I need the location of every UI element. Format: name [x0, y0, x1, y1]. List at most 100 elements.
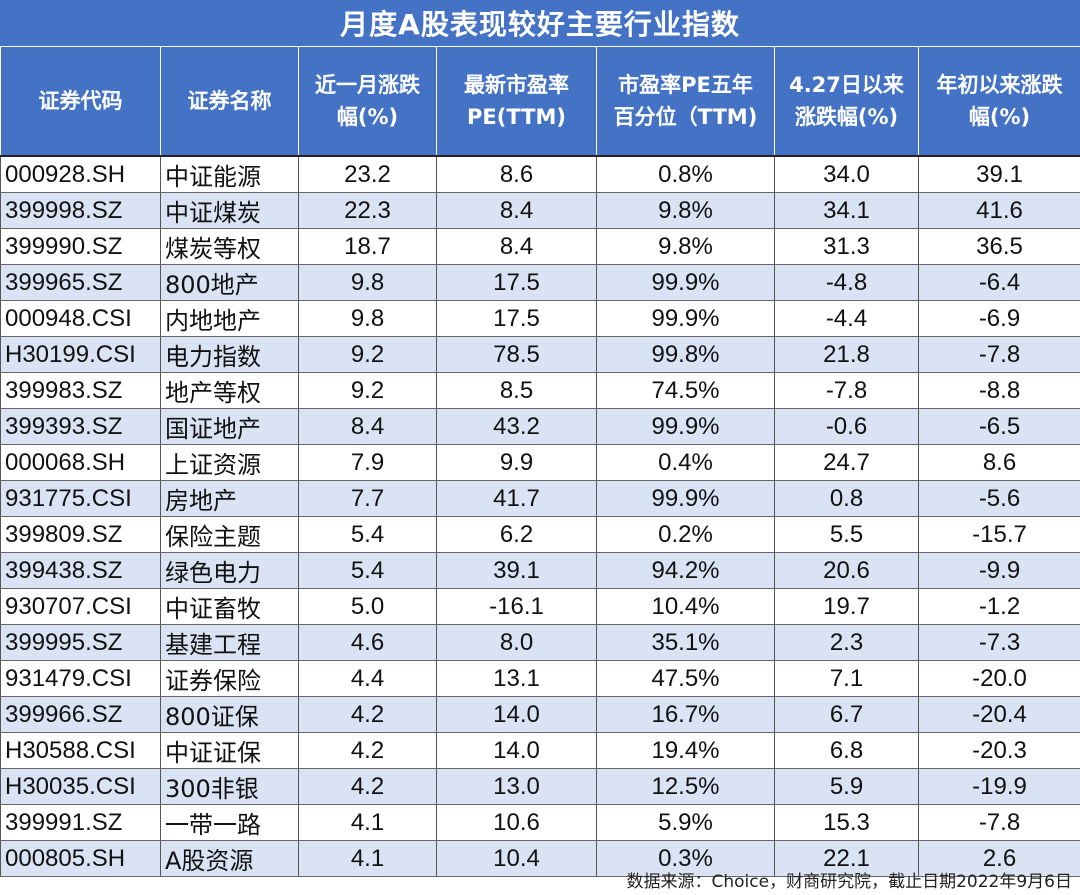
cell-code: 931775.CSI	[0, 480, 161, 517]
header-line: 4.27日以来	[789, 73, 904, 97]
cell-name: 内地地产	[160, 300, 299, 337]
cell-since-427: 22.1	[774, 840, 919, 877]
cell-pe-percentile: 10.4%	[596, 588, 775, 625]
cell-ytd: -6.5	[918, 408, 1080, 445]
cell-month-change: 23.2	[298, 156, 437, 193]
cell-pe: -16.1	[436, 588, 597, 625]
cell-pe: 8.5	[436, 372, 597, 409]
cell-pe-percentile: 19.4%	[596, 732, 775, 769]
cell-name: 上证资源	[160, 444, 299, 481]
cell-since-427: 15.3	[774, 804, 919, 841]
table-row: 930707.CSI 中证畜牧 5.0 -16.1 10.4% 19.7 -1.2	[0, 588, 1080, 625]
cell-code: 399966.SZ	[0, 696, 161, 733]
table-row: 399995.SZ 基建工程 4.6 8.0 35.1% 2.3 -7.3	[0, 624, 1080, 661]
cell-ytd: -9.9	[918, 552, 1080, 589]
cell-pe: 8.0	[436, 624, 597, 661]
cell-code: 399438.SZ	[0, 552, 161, 589]
cell-ytd: -6.9	[918, 300, 1080, 337]
table-row: 931775.CSI 房地产 7.7 41.7 99.9% 0.8 -5.6	[0, 480, 1080, 517]
cell-name: 证券保险	[160, 660, 299, 697]
cell-since-427: 21.8	[774, 336, 919, 373]
cell-pe-percentile: 94.2%	[596, 552, 775, 589]
cell-pe: 10.4	[436, 840, 597, 877]
table-row: 399991.SZ 一带一路 4.1 10.6 5.9% 15.3 -7.8	[0, 804, 1080, 841]
cell-pe-percentile: 16.7%	[596, 696, 775, 733]
cell-code: 399990.SZ	[0, 228, 161, 265]
cell-month-change: 18.7	[298, 228, 437, 265]
cell-month-change: 9.2	[298, 336, 437, 373]
cell-since-427: 6.8	[774, 732, 919, 769]
cell-name: 中证证保	[160, 732, 299, 769]
cell-pe-percentile: 47.5%	[596, 660, 775, 697]
table-row: 399809.SZ 保险主题 5.4 6.2 0.2% 5.5 -15.7	[0, 516, 1080, 553]
header-line: 市盈率PE五年	[618, 73, 753, 97]
table-row: H30588.CSI 中证证保 4.2 14.0 19.4% 6.8 -20.3	[0, 732, 1080, 769]
cell-ytd: -19.9	[918, 768, 1080, 805]
cell-name: 电力指数	[160, 336, 299, 373]
cell-ytd: -1.2	[918, 588, 1080, 625]
cell-ytd: 8.6	[918, 444, 1080, 481]
cell-since-427: -4.4	[774, 300, 919, 337]
header-line: 幅(%)	[968, 105, 1031, 129]
header-line: 百分位（TTM)	[613, 105, 758, 129]
cell-code: 000928.SH	[0, 156, 161, 193]
cell-code: 000805.SH	[0, 840, 161, 877]
cell-ytd: -15.7	[918, 516, 1080, 553]
header-line: 证券名称	[187, 89, 272, 113]
header-row: 证券代码 证券名称 近一月涨跌 幅(%) 最新市盈率 PE(TTM) 市盈率PE五年 百分位（…	[0, 47, 1080, 157]
cell-code: 399995.SZ	[0, 624, 161, 661]
cell-pe: 8.6	[436, 156, 597, 193]
table-row: H30035.CSI 300非银 4.2 13.0 12.5% 5.9 -19.9	[0, 768, 1080, 805]
cell-pe: 43.2	[436, 408, 597, 445]
cell-code: H30035.CSI	[0, 768, 161, 805]
cell-month-change: 5.4	[298, 552, 437, 589]
cell-name: 绿色电力	[160, 552, 299, 589]
cell-pe: 13.1	[436, 660, 597, 697]
cell-pe: 41.7	[436, 480, 597, 517]
cell-month-change: 4.1	[298, 840, 437, 877]
cell-code: 399393.SZ	[0, 408, 161, 445]
cell-ytd: -7.8	[918, 804, 1080, 841]
cell-name: 800地产	[160, 264, 299, 301]
header-line: 涨跌幅(%)	[794, 105, 899, 129]
cell-ytd: -6.4	[918, 264, 1080, 301]
cell-name: 房地产	[160, 480, 299, 517]
cell-since-427: 19.7	[774, 588, 919, 625]
cell-since-427: 6.7	[774, 696, 919, 733]
cell-month-change: 4.6	[298, 624, 437, 661]
cell-pe: 17.5	[436, 264, 597, 301]
table-row: 399438.SZ 绿色电力 5.4 39.1 94.2% 20.6 -9.9	[0, 552, 1080, 589]
cell-pe: 9.9	[436, 444, 597, 481]
cell-name: 地产等权	[160, 372, 299, 409]
table-row: 931479.CSI 证券保险 4.4 13.1 47.5% 7.1 -20.0	[0, 660, 1080, 697]
cell-pe-percentile: 74.5%	[596, 372, 775, 409]
cell-ytd: -20.4	[918, 696, 1080, 733]
table-title: 月度A股表现较好主要行业指数	[0, 0, 1080, 47]
cell-ytd: 36.5	[918, 228, 1080, 265]
header-pe: 最新市盈率 PE(TTM)	[436, 47, 597, 157]
table-row: 399966.SZ 800证保 4.2 14.0 16.7% 6.7 -20.4	[0, 696, 1080, 733]
table-row: 399965.SZ 800地产 9.8 17.5 99.9% -4.8 -6.4	[0, 264, 1080, 301]
cell-pe: 6.2	[436, 516, 597, 553]
cell-code: 399965.SZ	[0, 264, 161, 301]
cell-pe-percentile: 0.2%	[596, 516, 775, 553]
cell-month-change: 4.1	[298, 804, 437, 841]
cell-month-change: 22.3	[298, 192, 437, 229]
table-row: H30199.CSI 电力指数 9.2 78.5 99.8% 21.8 -7.8	[0, 336, 1080, 373]
cell-code: 399809.SZ	[0, 516, 161, 553]
cell-code: 000948.CSI	[0, 300, 161, 337]
cell-code: H30199.CSI	[0, 336, 161, 373]
cell-pe: 17.5	[436, 300, 597, 337]
header-code: 证券代码	[0, 47, 161, 157]
cell-pe-percentile: 99.9%	[596, 300, 775, 337]
cell-month-change: 4.2	[298, 732, 437, 769]
cell-pe: 10.6	[436, 804, 597, 841]
cell-month-change: 4.4	[298, 660, 437, 697]
cell-month-change: 4.2	[298, 768, 437, 805]
cell-since-427: 0.8	[774, 480, 919, 517]
header-line: 证券代码	[38, 89, 123, 113]
cell-pe: 78.5	[436, 336, 597, 373]
header-line: 最新市盈率	[464, 73, 569, 97]
cell-name: 一带一路	[160, 804, 299, 841]
cell-since-427: 5.5	[774, 516, 919, 553]
